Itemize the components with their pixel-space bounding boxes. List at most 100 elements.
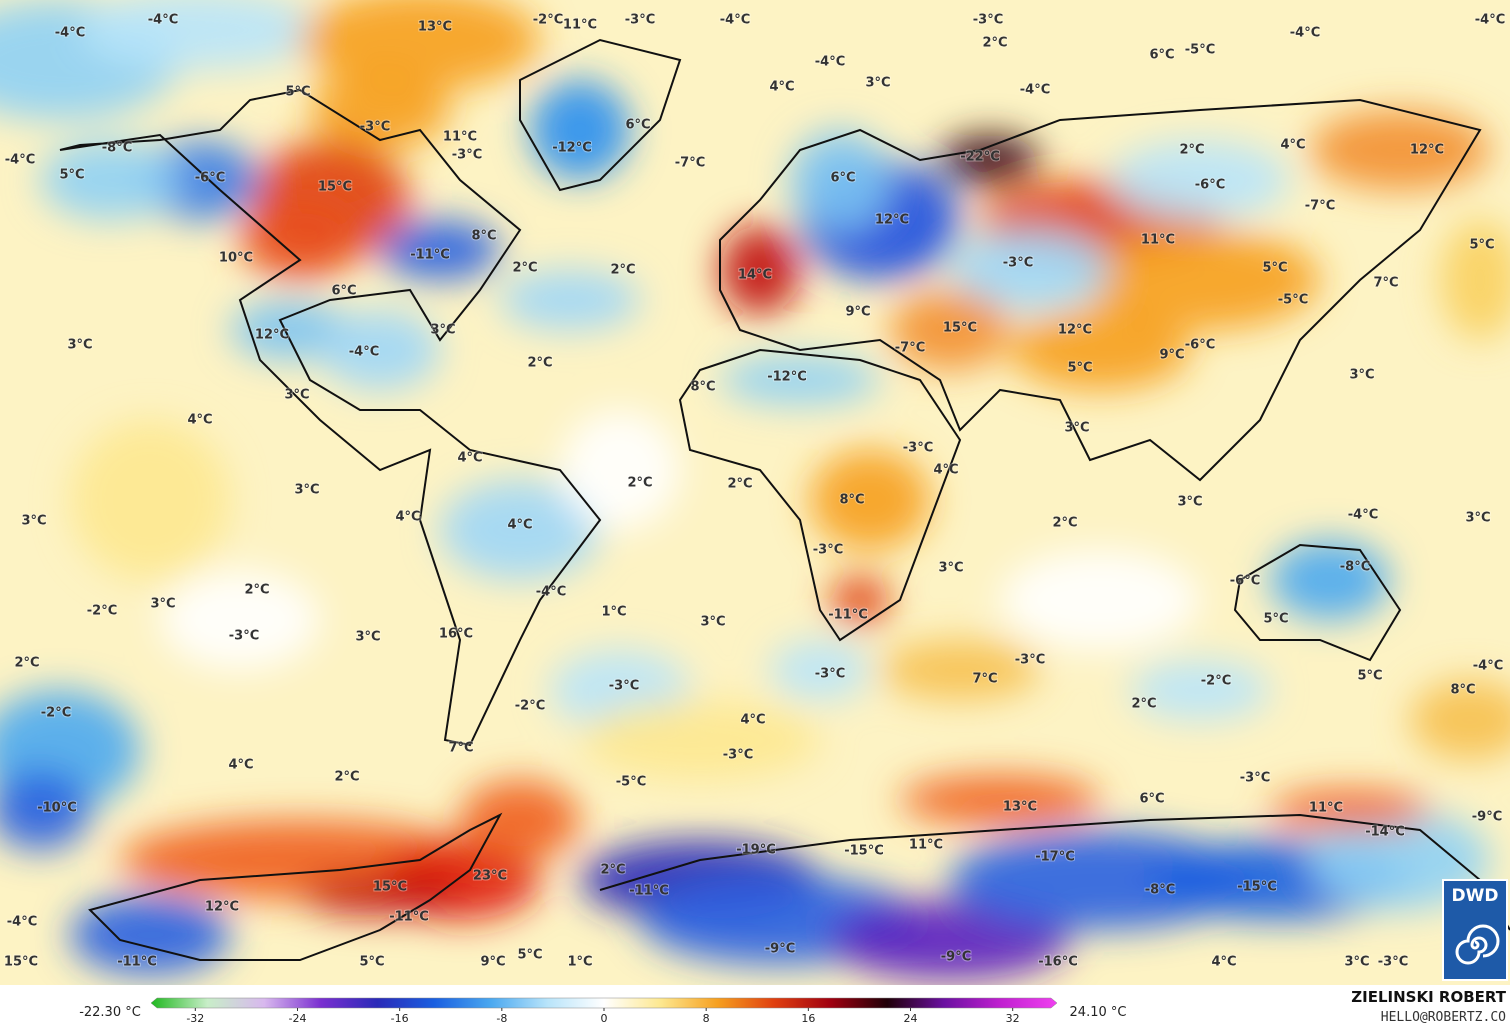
temperature-label: 4°C	[187, 413, 212, 428]
temperature-label: -6°C	[1230, 574, 1260, 589]
temperature-label: -14°C	[1365, 825, 1405, 840]
temperature-label: -3°C	[903, 441, 933, 456]
temperature-label: 2°C	[1052, 516, 1077, 531]
temperature-label: 11°C	[909, 838, 943, 853]
temperature-label: 3°C	[284, 388, 309, 403]
temperature-field	[1410, 680, 1510, 760]
temperature-label: 4°C	[1280, 138, 1305, 153]
temperature-label: 4°C	[395, 510, 420, 525]
temperature-field	[1000, 550, 1200, 650]
temperature-label: -12°C	[552, 141, 592, 156]
temperature-field	[440, 480, 600, 580]
temperature-label: -9°C	[941, 950, 971, 965]
temperature-label: 3°C	[67, 338, 92, 353]
temperature-label: -2°C	[533, 13, 563, 28]
author: ZIELINSKI ROBERT	[1351, 988, 1506, 1006]
temperature-label: 7°C	[972, 672, 997, 687]
temperature-label: 9°C	[1159, 348, 1184, 363]
temperature-label: 2°C	[610, 263, 635, 278]
temperature-label: -12°C	[767, 370, 807, 385]
temperature-field	[580, 700, 820, 780]
temperature-label: 13°C	[1003, 800, 1037, 815]
colorbar-tick-label: -16	[391, 1012, 409, 1025]
temperature-label: -4°C	[1020, 83, 1050, 98]
temperature-field	[1310, 110, 1490, 190]
temperature-label: 5°C	[285, 85, 310, 100]
temperature-label: -3°C	[609, 679, 639, 694]
temperature-label: 2°C	[1131, 697, 1156, 712]
temperature-label: -4°C	[5, 153, 35, 168]
temperature-label: 16°C	[439, 627, 473, 642]
temperature-field	[240, 200, 360, 280]
temperature-field	[1110, 140, 1290, 220]
temperature-label: 12°C	[255, 328, 289, 343]
temperature-field	[720, 355, 880, 405]
temperature-label: 6°C	[1149, 48, 1174, 63]
temperature-field	[70, 420, 230, 580]
temperature-field	[1010, 310, 1190, 390]
temperature-label: -10°C	[37, 801, 77, 816]
temperature-label: -11°C	[629, 884, 669, 899]
temperature-label: 2°C	[1179, 143, 1204, 158]
temperature-field	[1130, 660, 1270, 720]
temperature-field	[830, 575, 890, 625]
temperature-field	[160, 570, 320, 670]
temperature-label: 5°C	[1262, 261, 1287, 276]
temperature-label: -3°C	[1003, 256, 1033, 271]
temperature-field	[320, 310, 440, 390]
map: -4°C -4°C 13°C -2°C 11°C -3°C -4°C -3°C 2°C 6°C -5…	[0, 0, 1510, 985]
temperature-label: -6°C	[195, 171, 225, 186]
temperature-label: 3°C	[700, 615, 725, 630]
temperature-label: -2°C	[1201, 674, 1231, 689]
temperature-label: 2°C	[244, 583, 269, 598]
temperature-label: -8°C	[1340, 560, 1370, 575]
temperature-label: 3°C	[294, 483, 319, 498]
temperature-label: -2°C	[87, 604, 117, 619]
temperature-label: -8°C	[1145, 883, 1175, 898]
temperature-label: -4°C	[720, 13, 750, 28]
temperature-label: 5°C	[59, 168, 84, 183]
temperature-label: 2°C	[512, 261, 537, 276]
temperature-label: 2°C	[14, 656, 39, 671]
colorbar: -32 -24 -16 -8 0 8 16 24 32	[150, 997, 1058, 1025]
temperature-label: -22°C	[960, 150, 1000, 165]
temperature-label: 3°C	[150, 597, 175, 612]
temperature-label: -5°C	[1185, 43, 1215, 58]
temperature-label: 7°C	[448, 741, 473, 756]
temperature-label: -15°C	[844, 844, 884, 859]
temperature-label: -17°C	[1035, 850, 1075, 865]
temperature-field	[80, 0, 320, 70]
temperature-label: 8°C	[690, 380, 715, 395]
temperature-label: -3°C	[815, 667, 845, 682]
temperature-label: 3°C	[938, 561, 963, 576]
temperature-label: 13°C	[418, 20, 452, 35]
temperature-label: 15°C	[373, 880, 407, 895]
temperature-label: 3°C	[1177, 495, 1202, 510]
temperature-label: 6°C	[331, 284, 356, 299]
temperature-label: 5°C	[359, 955, 384, 970]
temperature-label: -3°C	[1378, 955, 1408, 970]
temperature-field	[0, 770, 90, 850]
temperature-field	[880, 640, 1040, 700]
temperature-field	[900, 775, 1100, 825]
dwd-logo: DWD	[1442, 879, 1508, 981]
colorbar-tick-label: 16	[801, 1012, 815, 1025]
temperature-label: -5°C	[616, 775, 646, 790]
temperature-label: -3°C	[229, 629, 259, 644]
temperature-label: 9°C	[480, 955, 505, 970]
temperature-label: 3°C	[1349, 368, 1374, 383]
temperature-label: 11°C	[1141, 233, 1175, 248]
colorbar-tick-label: -32	[186, 1012, 204, 1025]
temperature-label: 15°C	[4, 955, 38, 970]
temperature-field	[40, 140, 180, 220]
temperature-label: 14°C	[738, 268, 772, 283]
temperature-label: -7°C	[1305, 199, 1335, 214]
temperature-label: -11°C	[389, 910, 429, 925]
temperature-field	[310, 70, 450, 150]
temperature-label: 3°C	[1465, 511, 1490, 526]
temperature-field	[70, 895, 230, 975]
temperature-field	[530, 80, 630, 180]
temperature-label: -3°C	[1015, 653, 1045, 668]
temperature-field	[380, 220, 500, 280]
